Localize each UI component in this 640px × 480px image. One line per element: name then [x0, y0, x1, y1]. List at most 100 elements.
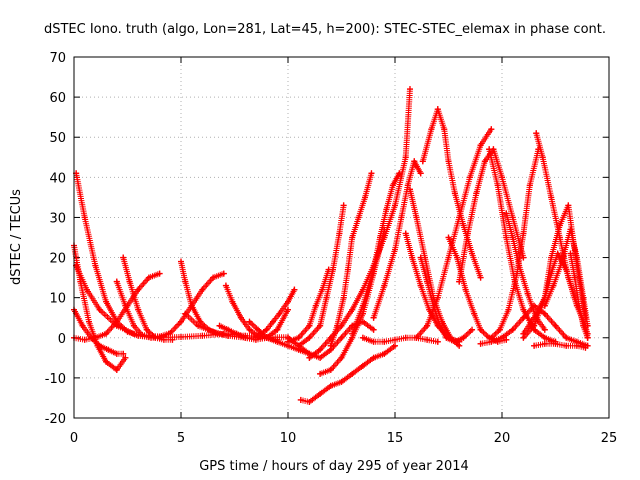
- data-point: [556, 222, 563, 229]
- data-point: [434, 106, 441, 113]
- y-tick-label: 30: [49, 211, 66, 226]
- data-point: [445, 234, 452, 241]
- data-point: [548, 194, 555, 201]
- data-point: [413, 214, 420, 221]
- series-arc-07: [113, 278, 163, 341]
- y-tick-label: 70: [49, 51, 66, 66]
- data-point: [246, 326, 253, 333]
- data-point: [541, 302, 548, 309]
- data-point: [79, 322, 86, 329]
- data-point: [392, 202, 398, 209]
- data-point: [398, 214, 405, 221]
- chart-title: dSTEC Iono. truth (algo, Lon=281, Lat=45…: [44, 22, 606, 37]
- data-point: [428, 126, 435, 133]
- data-point: [222, 282, 229, 289]
- data-point: [229, 298, 236, 305]
- data-point: [317, 322, 324, 329]
- data-point: [552, 340, 559, 347]
- data-point: [477, 340, 484, 347]
- series-arc-14: [252, 286, 298, 341]
- data-point: [573, 254, 580, 261]
- data-point: [460, 222, 467, 229]
- data-point: [317, 346, 324, 353]
- data-point: [368, 170, 375, 177]
- series-arc-21: [285, 266, 332, 345]
- series-arc-40: [531, 340, 589, 351]
- data-point: [531, 322, 538, 329]
- data-point: [406, 86, 413, 93]
- data-point: [216, 322, 223, 329]
- data-point: [571, 274, 578, 281]
- data-point: [404, 182, 411, 189]
- data-point: [436, 322, 443, 329]
- data-point: [486, 146, 493, 153]
- data-point: [160, 336, 167, 343]
- data-point: [576, 302, 583, 309]
- data-point: [85, 318, 92, 325]
- data-point: [105, 346, 112, 353]
- data-point: [263, 334, 270, 341]
- series-arc-41: [567, 250, 591, 341]
- axis-ticks: 0 5 10 15 20 25 -20 -10 0 10 20 30 40 50 60 70: [45, 51, 618, 446]
- data-point: [306, 354, 313, 361]
- data-point: [392, 246, 398, 253]
- data-point: [411, 158, 418, 165]
- data-point: [580, 322, 587, 329]
- data-point: [471, 310, 478, 317]
- data-point: [349, 330, 356, 337]
- data-point: [406, 186, 413, 193]
- data-point: [441, 126, 448, 133]
- y-axis-label: dSTEC / TECUs: [9, 189, 24, 285]
- data-point: [195, 322, 202, 329]
- data-point: [338, 378, 345, 385]
- x-tick-label: 20: [494, 431, 511, 446]
- data-point: [103, 358, 110, 365]
- data-point: [327, 366, 334, 373]
- data-point: [445, 158, 452, 165]
- data-point: [392, 336, 398, 343]
- series-arc-23: [370, 158, 424, 321]
- series-arc-24: [359, 334, 441, 345]
- data-point: [445, 254, 452, 261]
- data-point: [178, 258, 184, 265]
- data-point: [113, 366, 120, 373]
- data-point: [156, 333, 163, 340]
- data-point: [539, 154, 546, 161]
- series-arc-39: [477, 302, 591, 349]
- data-point: [499, 174, 505, 181]
- data-point: [424, 278, 431, 285]
- data-point: [402, 230, 409, 237]
- data-point: [389, 182, 396, 189]
- data-point: [317, 370, 324, 377]
- data-point: [188, 302, 195, 309]
- data-point: [327, 342, 334, 349]
- data-point: [377, 234, 384, 241]
- data-point: [582, 344, 589, 351]
- data-point: [417, 282, 424, 289]
- data-point: [327, 382, 334, 389]
- data-point: [139, 332, 146, 339]
- data-point: [317, 354, 324, 361]
- data-point: [496, 326, 503, 333]
- data-point: [96, 306, 103, 313]
- data-point: [434, 294, 441, 301]
- series-arc-31: [456, 146, 527, 285]
- data-point: [319, 286, 326, 293]
- data-point: [291, 286, 298, 293]
- data-point: [503, 210, 510, 217]
- plot-frame: [73, 56, 610, 419]
- data-point: [285, 338, 291, 345]
- series-arc-29: [419, 106, 484, 281]
- data-point: [336, 230, 343, 237]
- data-point: [323, 294, 330, 301]
- data-point: [469, 250, 476, 257]
- data-point: [295, 342, 302, 349]
- data-point: [263, 326, 270, 333]
- data-point: [199, 286, 206, 293]
- x-tick-label: 5: [177, 431, 185, 446]
- data-point: [567, 226, 574, 233]
- data-point: [276, 310, 283, 317]
- y-tick-label: 60: [49, 91, 66, 106]
- data-point: [130, 330, 137, 337]
- data-point: [456, 278, 463, 285]
